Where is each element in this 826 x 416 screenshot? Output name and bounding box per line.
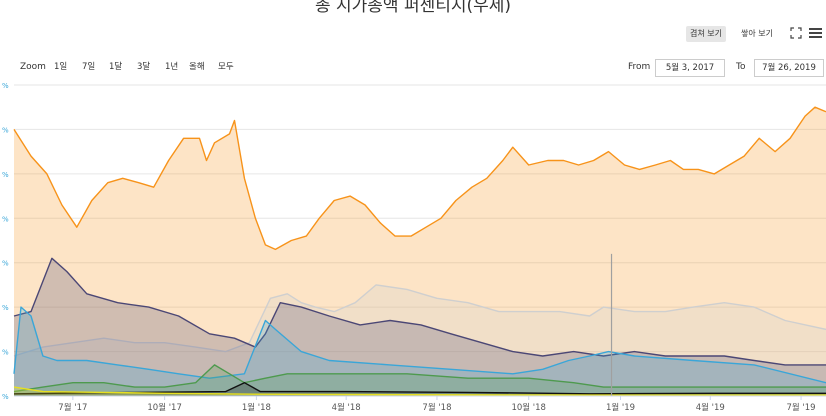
zoom-3m-button[interactable]: 3달 xyxy=(137,62,151,72)
series-line-0 xyxy=(13,106,826,251)
series-area-0 xyxy=(14,107,826,396)
to-label: To xyxy=(736,62,746,72)
zoom-ytd-button[interactable]: 올해 xyxy=(189,62,205,72)
to-date-input[interactable]: 7월 26, 2019 xyxy=(754,59,824,77)
y-tick-label: % xyxy=(2,171,9,179)
series-area-2 xyxy=(14,258,826,396)
stacked-view-button[interactable]: 쌓아 보기 xyxy=(741,29,773,38)
from-date-input[interactable]: 5월 3, 2017 xyxy=(655,59,725,77)
x-tick-label: 7월 '18 xyxy=(422,402,451,413)
series-area-1 xyxy=(14,284,826,396)
series-line-5 xyxy=(13,382,826,395)
menu-icon[interactable] xyxy=(809,27,822,39)
x-tick-label: 7월 '19 xyxy=(787,402,816,413)
series-area-5 xyxy=(14,382,826,396)
y-tick-label: % xyxy=(2,126,9,134)
fullscreen-icon[interactable] xyxy=(790,27,802,39)
zoom-7d-button[interactable]: 7일 xyxy=(82,62,96,72)
series-line-4 xyxy=(13,364,826,393)
y-tick-label: % xyxy=(2,82,9,90)
series-line-1 xyxy=(13,284,826,357)
zoom-1m-button[interactable]: 1달 xyxy=(109,62,123,72)
x-tick-label: 1월 '19 xyxy=(606,402,635,413)
overlay-view-button[interactable]: 겹쳐 보기 xyxy=(686,26,726,42)
series-line-2 xyxy=(13,257,826,366)
zoom-label: Zoom xyxy=(20,62,46,72)
series-line-3 xyxy=(13,306,826,384)
zoom-1d-button[interactable]: 1일 xyxy=(54,62,68,72)
series-line-6 xyxy=(13,386,826,396)
y-tick-label: % xyxy=(2,260,9,268)
y-tick-label: % xyxy=(2,304,9,312)
x-tick-label: 1월 '18 xyxy=(242,402,271,413)
series-area-4 xyxy=(14,364,826,396)
y-tick-label: % xyxy=(2,215,9,223)
x-tick-label: 4월 '18 xyxy=(332,402,361,413)
series-area-3 xyxy=(14,307,826,396)
chart-title: 총 시가총액 퍼센티지(우세) xyxy=(314,0,512,16)
zoom-all-button[interactable]: 모두 xyxy=(218,62,234,72)
x-tick-label: 4월 '19 xyxy=(696,402,725,413)
x-tick-label: 10월 '17 xyxy=(147,402,182,413)
x-tick-label: 7월 '17 xyxy=(58,402,87,413)
y-tick-label: % xyxy=(2,349,9,357)
from-label: From xyxy=(628,62,651,72)
y-tick-label: % xyxy=(2,393,9,401)
zoom-1y-button[interactable]: 1년 xyxy=(165,62,179,72)
x-tick-label: 10월 '18 xyxy=(511,402,546,413)
